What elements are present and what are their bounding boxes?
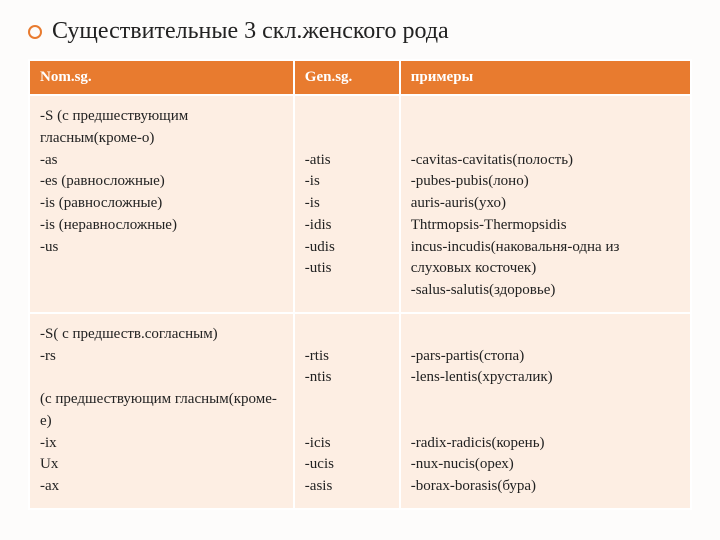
cell-examples: -cavitas-cavitatis(полость) -pubes-pubis… <box>400 95 691 313</box>
cell-gen: -rtis -ntis -icis -ucis -asis <box>294 313 400 509</box>
header-nom: Nom.sg. <box>29 60 294 95</box>
cell-examples: -pars-partis(стопа) -lens-lentis(хрустал… <box>400 313 691 509</box>
bullet-icon <box>28 25 42 39</box>
table-header-row: Nom.sg. Gen.sg. примеры <box>29 60 691 95</box>
page-container: Существительные 3 скл.женского рода Nom.… <box>0 0 720 510</box>
declension-table: Nom.sg. Gen.sg. примеры -S (с предшеству… <box>28 59 692 510</box>
cell-nom: -S (с предшествующим гласным(кроме-o) -a… <box>29 95 294 313</box>
table-row: -S( с предшеств.согласным) -rs (с предше… <box>29 313 691 509</box>
table-row: -S (с предшествующим гласным(кроме-o) -a… <box>29 95 691 313</box>
header-examples: примеры <box>400 60 691 95</box>
header-gen: Gen.sg. <box>294 60 400 95</box>
page-title: Существительные 3 скл.женского рода <box>52 18 449 45</box>
cell-nom: -S( с предшеств.согласным) -rs (с предше… <box>29 313 294 509</box>
title-row: Существительные 3 скл.женского рода <box>28 18 692 45</box>
cell-gen: -atis -is -is -idis -udis -utis <box>294 95 400 313</box>
